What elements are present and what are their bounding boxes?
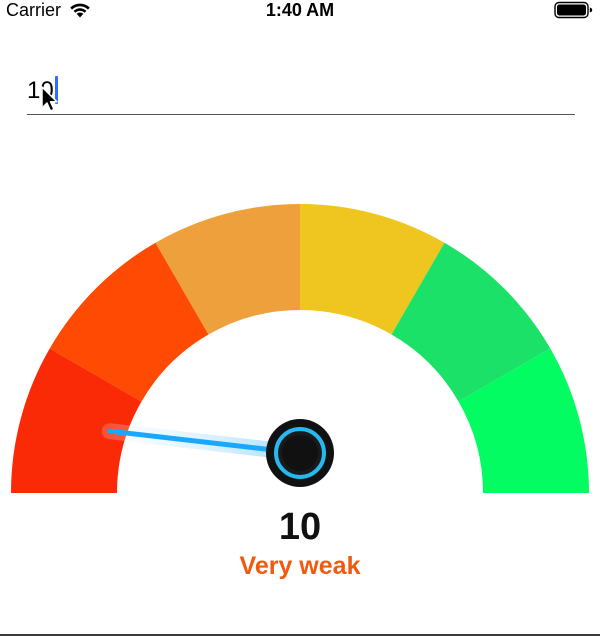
wifi-icon — [70, 3, 90, 18]
gauge-segment — [11, 348, 142, 493]
gauge-segment — [391, 242, 551, 402]
gauge-segment — [155, 204, 300, 335]
gauge-segments — [11, 204, 589, 493]
status-time: 1:40 AM — [265, 0, 335, 20]
gauge-segment — [300, 204, 445, 335]
gauge-segment — [49, 242, 209, 402]
value-input[interactable] — [27, 72, 573, 110]
strength-gauge — [11, 204, 589, 493]
status-bar: Carrier 1:40 AM — [0, 0, 600, 22]
carrier-group: Carrier — [6, 0, 91, 20]
value-input-container — [27, 70, 575, 115]
mouse-pointer-icon — [41, 86, 58, 112]
battery-full-icon — [554, 1, 593, 19]
text-caret — [55, 76, 58, 104]
score-value: 10 — [278, 506, 322, 548]
gauge-segment — [458, 348, 589, 493]
bottom-divider — [0, 634, 600, 636]
hub-center — [282, 435, 318, 471]
gauge-hub — [266, 419, 334, 487]
score-label: Very weak — [239, 552, 361, 580]
carrier-label: Carrier — [6, 0, 62, 20]
